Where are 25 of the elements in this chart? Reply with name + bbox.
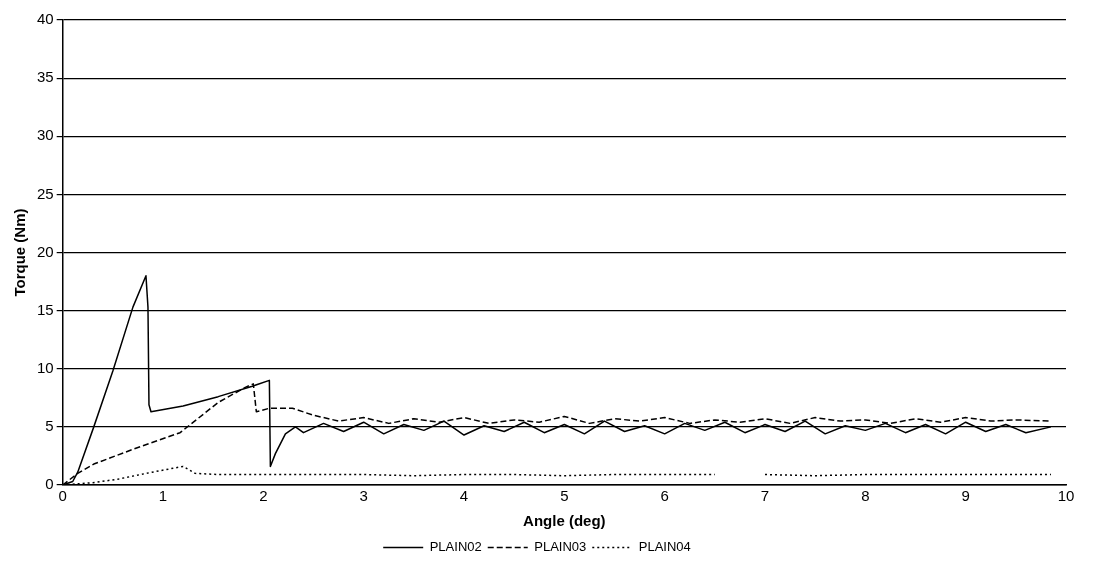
y-tick-label: 5 — [45, 417, 54, 435]
y-axis-title: Torque (Nm) — [11, 208, 29, 297]
y-tick-label: 20 — [37, 242, 54, 260]
x-tick-label: 1 — [158, 487, 168, 505]
x-tick-label: 0 — [58, 487, 67, 505]
y-tick-label: 30 — [37, 126, 54, 144]
x-tick-label: 6 — [660, 487, 669, 505]
x-axis-title: Angle (deg) — [523, 512, 606, 530]
y-tick-label: 25 — [37, 184, 54, 202]
legend-label: PLAIN03 — [534, 539, 587, 555]
legend-label: PLAIN02 — [429, 539, 482, 555]
x-tick-label: 10 — [1057, 487, 1075, 505]
y-tick-label: 35 — [37, 68, 54, 86]
y-tick-label: 40 — [37, 10, 54, 28]
legend-label: PLAIN04 — [638, 539, 691, 555]
x-tick-label: 3 — [359, 487, 368, 505]
y-tick-label: 10 — [37, 358, 54, 376]
x-tick-label: 9 — [961, 487, 970, 505]
x-tick-label: 8 — [861, 487, 870, 505]
x-tick-label: 2 — [259, 487, 268, 505]
x-tick-label: 4 — [459, 487, 469, 505]
y-tick-label: 15 — [37, 300, 54, 318]
y-tick-label: 0 — [45, 475, 54, 493]
x-tick-label: 7 — [760, 487, 770, 505]
x-tick-label: 5 — [560, 487, 569, 505]
